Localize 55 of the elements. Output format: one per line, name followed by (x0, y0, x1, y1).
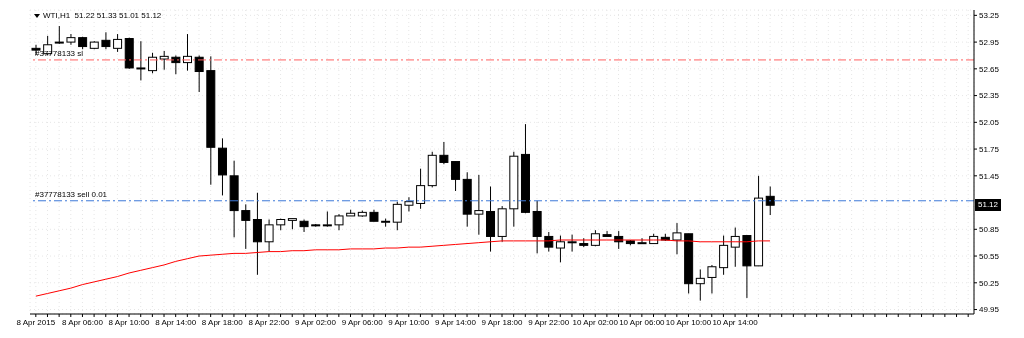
x-tick-label: 8 Apr 14:00 (155, 317, 197, 327)
annotation: 51.12 (975, 199, 1002, 212)
candlestick (439, 141, 449, 165)
x-tick-label: 9 Apr 18:00 (481, 317, 524, 327)
y-tick-label: 51.75 (979, 144, 1000, 154)
y-tick-label: 51.45 (979, 171, 1000, 181)
x-tick-label: 9 Apr 10:00 (388, 317, 430, 327)
x-tick-label: 10 Apr 02:00 (572, 317, 619, 327)
candlestick (392, 201, 402, 231)
candlestick (765, 186, 775, 216)
candlestick (567, 234, 577, 253)
candlestick (264, 219, 274, 253)
candlestick (101, 31, 111, 50)
y-tick-label: 52.65 (979, 64, 1000, 74)
x-tick-label: 8 Apr 18:00 (201, 317, 244, 327)
candlestick (299, 219, 309, 233)
candlestick (474, 174, 484, 236)
candlestick (602, 230, 612, 237)
ref-line-label: #37778133 sl (35, 48, 84, 58)
y-tick-label: 50.55 (979, 251, 1000, 261)
x-tick-label: 10 Apr 10:00 (665, 317, 712, 327)
candlestick (451, 161, 461, 192)
x-tick-label: 8 Apr 2015 (16, 317, 56, 327)
candlestick (672, 222, 682, 255)
candlestick (159, 50, 169, 71)
y-tick-label: 49.95 (979, 305, 1000, 315)
y-tick-label: 50.25 (979, 278, 1000, 288)
x-tick-label: 8 Apr 22:00 (248, 317, 290, 327)
candlestick (66, 33, 76, 46)
x-tick-label: 8 Apr 10:00 (108, 317, 151, 327)
candlestick (730, 227, 740, 268)
x-tick-label: 10 Apr 06:00 (619, 317, 666, 327)
candlestick (404, 196, 414, 212)
y-tick-label: 52.05 (979, 118, 1000, 128)
y-tick-label: 50.85 (979, 225, 1000, 235)
candlestick (241, 203, 251, 250)
chart-title: WTI,H1 51.22 51.33 51.01 51.12 (43, 11, 162, 20)
x-tick-label: 9 Apr 02:00 (295, 317, 337, 327)
candlestick (555, 235, 565, 263)
candlestick (416, 168, 426, 210)
y-tick-label: 52.95 (979, 37, 1000, 47)
y-tick-label: 53.25 (979, 11, 1000, 21)
candlestick (695, 268, 705, 302)
x-tick-label: 8 Apr 06:00 (61, 317, 104, 327)
candlestick (136, 40, 146, 81)
x-tick-label: 10 Apr 14:00 (712, 317, 759, 327)
x-tick-label: 9 Apr 22:00 (528, 317, 570, 327)
ref-line-label: #37778133 sell 0.01 (35, 189, 108, 199)
candlestick (719, 235, 729, 276)
candlestick (194, 54, 204, 93)
candlestick (707, 264, 717, 294)
candlestick (252, 192, 262, 276)
x-tick-label: 9 Apr 14:00 (434, 317, 477, 327)
x-tick-label: 9 Apr 06:00 (341, 317, 384, 327)
y-tick-label: 52.35 (979, 91, 1000, 101)
